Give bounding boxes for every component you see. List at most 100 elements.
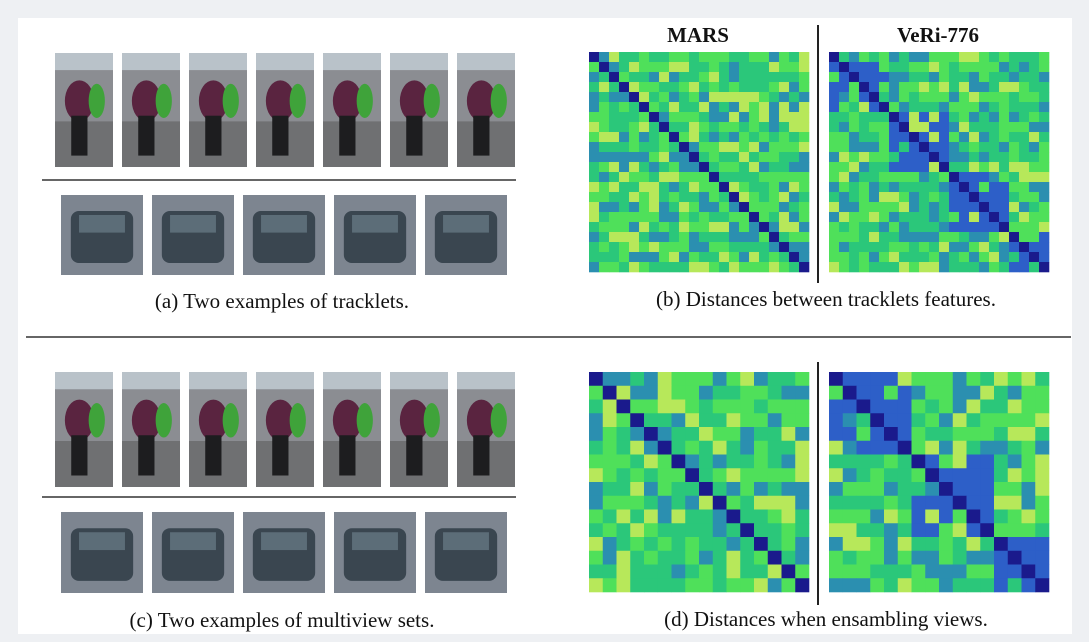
heatmap-cell — [829, 162, 840, 173]
heatmap-cell — [649, 122, 660, 133]
heatmap-cell — [779, 142, 790, 153]
heatmap-cell — [659, 262, 670, 273]
heatmap-cell — [939, 172, 950, 183]
heatmap-cell — [925, 385, 940, 400]
heatmap-cell — [659, 142, 670, 153]
heatmap-cell — [949, 262, 960, 273]
car-window — [352, 532, 398, 551]
person-legs — [138, 435, 155, 476]
heatmap-cell — [859, 102, 870, 113]
heatmap-cell — [759, 192, 770, 203]
heatmap-cell — [870, 385, 885, 400]
heatmap-cell — [897, 454, 912, 469]
heatmap-cell — [1009, 112, 1020, 123]
heatmap-cell — [1007, 495, 1022, 510]
heatmap-cell — [911, 427, 926, 442]
heatmap-cell — [1021, 509, 1036, 524]
heatmap-cell — [939, 468, 954, 483]
heatmap-cell — [781, 495, 796, 510]
heatmap-cell — [739, 142, 750, 153]
heatmap-cell — [795, 578, 810, 593]
heatmap-cell — [767, 427, 782, 442]
heatmap-cell — [630, 523, 645, 538]
heatmap-cell — [630, 495, 645, 510]
heatmap-cell — [869, 222, 880, 233]
heatmap-cell — [649, 152, 660, 163]
heatmap-cell — [719, 122, 730, 133]
heatmap-cell — [911, 564, 926, 579]
heatmap-cell — [689, 172, 700, 183]
heatmap-cell — [749, 192, 760, 203]
heatmap-cell — [799, 162, 810, 173]
heatmap-cell — [980, 440, 995, 455]
heatmap-cell — [939, 578, 954, 593]
heatmap-cell — [781, 454, 796, 469]
heatmap-cell — [589, 162, 600, 173]
heatmap-cell — [657, 399, 672, 414]
heatmap-cell — [779, 262, 790, 273]
heatmap-cell — [829, 440, 844, 455]
heatmap-cell — [629, 162, 640, 173]
heatmap-cell — [889, 192, 900, 203]
heatmap-cell — [839, 92, 850, 103]
heatmap-cell — [929, 202, 940, 213]
heatmap-cell — [729, 202, 740, 213]
heatmap-cell — [726, 440, 741, 455]
heatmap-cell — [1035, 454, 1050, 469]
heatmap-cell — [856, 372, 871, 387]
heatmap-cell — [719, 72, 730, 83]
heatmap-cell — [909, 72, 920, 83]
heatmap-cell — [699, 222, 710, 233]
heatmap-cell — [929, 152, 940, 163]
heatmap-cell — [899, 72, 910, 83]
heatmap-cell — [709, 222, 720, 233]
heatmap-cell — [719, 192, 730, 203]
heatmap-cell — [609, 232, 620, 243]
heatmap-cell — [839, 202, 850, 213]
heatmap-cell — [739, 222, 750, 233]
heatmap-cell — [869, 112, 880, 123]
heatmap-cell — [989, 102, 1000, 113]
heatmap-cell — [839, 172, 850, 183]
heatmap-cell — [1009, 52, 1020, 63]
heatmap-cell — [679, 102, 690, 113]
heatmap-cell — [767, 440, 782, 455]
heatmap-cell — [1039, 172, 1050, 183]
heatmap-cell — [795, 454, 810, 469]
heatmap-cell — [1035, 564, 1050, 579]
heatmap-cell — [779, 232, 790, 243]
photo-sky — [189, 372, 247, 390]
heatmap-cell — [769, 222, 780, 233]
heatmap-cell — [869, 62, 880, 73]
heatmap-cell — [685, 454, 700, 469]
heatmap-cell — [726, 578, 741, 593]
heatmap-cell — [859, 192, 870, 203]
heatmap-cell — [589, 202, 600, 213]
heatmap-cell — [909, 162, 920, 173]
heatmap-cell — [980, 399, 995, 414]
heatmap-cell — [630, 372, 645, 387]
heatmap-cell — [589, 112, 600, 123]
heatmap-cell — [999, 222, 1010, 233]
heatmap-cell — [669, 122, 680, 133]
heatmap-cell — [879, 72, 890, 83]
heatmap-cell — [870, 523, 885, 538]
heatmap-cell — [795, 385, 810, 400]
heatmap-cell — [1007, 550, 1022, 565]
heatmap-cell — [739, 252, 750, 263]
heatmap-cell — [959, 252, 970, 263]
heatmap-cell — [999, 72, 1010, 83]
heatmap-cell — [630, 537, 645, 552]
heatmap-cell — [729, 222, 740, 233]
heatmap-cell — [909, 232, 920, 243]
heatmap-cell — [929, 262, 940, 273]
heatmap-cell — [994, 550, 1009, 565]
heatmap-cell — [679, 52, 690, 63]
heatmap-cell — [669, 192, 680, 203]
heatmap-cell — [639, 252, 650, 263]
heatmap-cell — [919, 132, 930, 143]
heatmap-cell — [1007, 413, 1022, 428]
heatmap-cell — [849, 222, 860, 233]
heatmap-cell — [644, 372, 659, 387]
heatmap-cell — [630, 413, 645, 428]
